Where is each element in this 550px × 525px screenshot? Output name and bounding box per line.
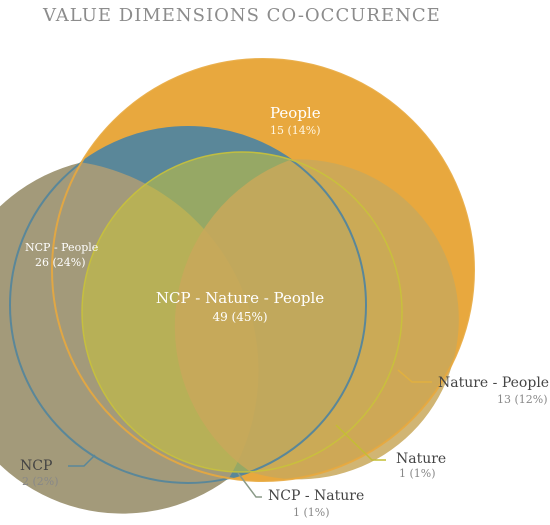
nature-outline: [81, 151, 403, 473]
label-people-name: People: [270, 104, 321, 122]
label-people-value: 15 (14%): [270, 124, 321, 137]
triple-overlap: [174, 159, 459, 480]
label-ncp-value: 2 (2%): [22, 475, 59, 488]
leader-ncp: [68, 454, 96, 467]
label-triple-value: 49 (45%): [212, 310, 267, 324]
label-ncp-name: NCP: [20, 458, 52, 474]
people-outline: [51, 58, 475, 482]
label-triple-name: NCP - Nature - People: [156, 289, 324, 307]
label-ncp-people-value: 26 (24%): [35, 256, 86, 269]
ncp-outline: [9, 126, 367, 484]
leader-ncp-nature: [237, 472, 262, 498]
label-nature-people-name: Nature - People: [438, 375, 549, 391]
leader-nature-people: [397, 369, 432, 383]
diagram-title: VALUE DIMENSIONS CO-OCCURENCE: [43, 5, 441, 26]
label-nature-name: Nature: [396, 451, 446, 467]
label-ncp-people-name: NCP - People: [25, 241, 98, 254]
label-nature-people-value: 13 (12%): [497, 393, 548, 406]
label-ncp-nature-name: NCP - Nature: [268, 488, 364, 504]
label-ncp-nature-value: 1 (1%): [293, 506, 330, 519]
label-nature-value: 1 (1%): [399, 467, 436, 480]
leader-nature: [335, 424, 386, 461]
